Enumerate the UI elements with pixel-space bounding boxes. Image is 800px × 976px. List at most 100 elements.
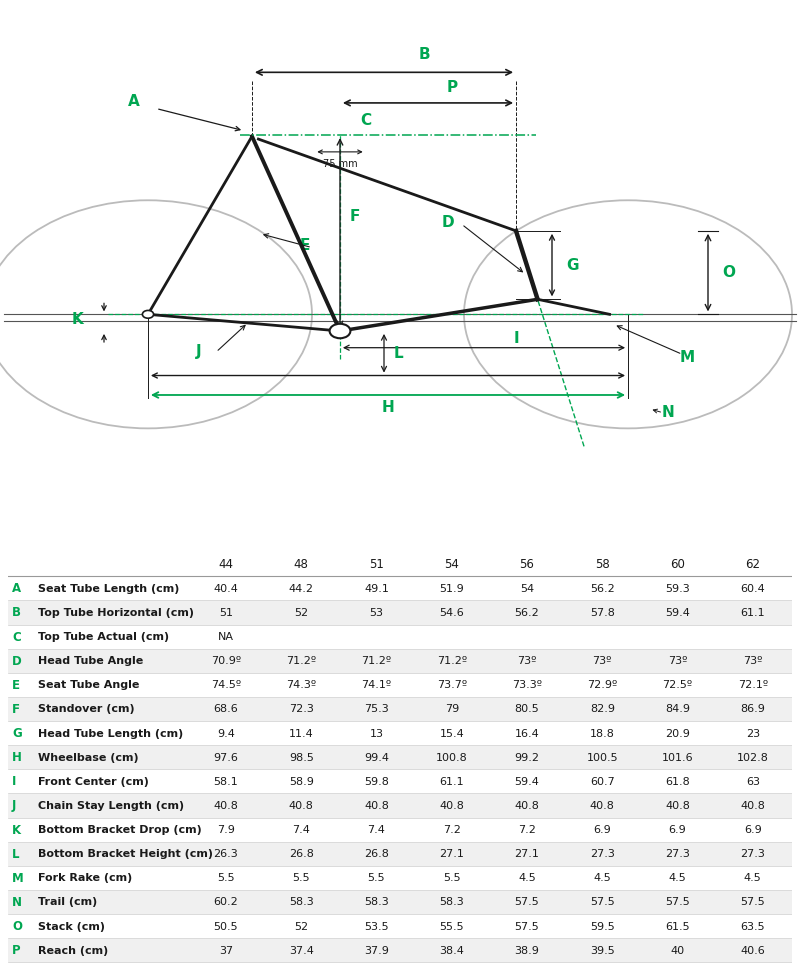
Text: I: I xyxy=(12,775,16,789)
Text: 102.8: 102.8 xyxy=(737,752,769,762)
Text: 6.9: 6.9 xyxy=(669,825,686,835)
Text: 5.5: 5.5 xyxy=(217,874,234,883)
Text: 4.5: 4.5 xyxy=(669,874,686,883)
Text: 70.9º: 70.9º xyxy=(211,656,241,667)
Text: 9.4: 9.4 xyxy=(217,728,235,739)
Text: 13: 13 xyxy=(370,728,383,739)
Text: 27.1: 27.1 xyxy=(514,849,539,859)
Text: H: H xyxy=(12,752,22,764)
Text: 59.4: 59.4 xyxy=(514,777,539,787)
Text: 63: 63 xyxy=(746,777,760,787)
Text: 44: 44 xyxy=(218,558,234,571)
Text: 74.5º: 74.5º xyxy=(211,680,241,690)
Text: F: F xyxy=(350,209,360,224)
Text: 7.4: 7.4 xyxy=(367,825,386,835)
Text: 26.3: 26.3 xyxy=(214,849,238,859)
Text: 15.4: 15.4 xyxy=(439,728,464,739)
Text: 40: 40 xyxy=(670,946,685,956)
Text: 60.7: 60.7 xyxy=(590,777,614,787)
Text: C: C xyxy=(12,630,21,643)
Text: 84.9: 84.9 xyxy=(665,705,690,714)
Text: 7.9: 7.9 xyxy=(217,825,235,835)
Text: Top Tube Horizontal (cm): Top Tube Horizontal (cm) xyxy=(38,608,194,618)
Text: 61.8: 61.8 xyxy=(665,777,690,787)
Text: 74.3º: 74.3º xyxy=(286,680,316,690)
Text: 27.3: 27.3 xyxy=(665,849,690,859)
Text: Chain Stay Length (cm): Chain Stay Length (cm) xyxy=(38,801,184,811)
Text: 5.5: 5.5 xyxy=(293,874,310,883)
Text: 60: 60 xyxy=(670,558,685,571)
Text: O: O xyxy=(12,920,22,933)
Text: 27.3: 27.3 xyxy=(590,849,614,859)
Text: D: D xyxy=(12,655,22,668)
Text: 40.8: 40.8 xyxy=(665,801,690,811)
Text: 61.5: 61.5 xyxy=(666,921,690,931)
Text: 27.3: 27.3 xyxy=(740,849,766,859)
Text: Bottom Bracket Drop (cm): Bottom Bracket Drop (cm) xyxy=(38,825,202,835)
Text: 40.8: 40.8 xyxy=(514,801,539,811)
Text: 100.8: 100.8 xyxy=(436,752,468,762)
Text: 101.6: 101.6 xyxy=(662,752,694,762)
Text: 40.8: 40.8 xyxy=(439,801,464,811)
Text: 38.4: 38.4 xyxy=(439,946,464,956)
Text: 73º: 73º xyxy=(593,656,612,667)
Text: 6.9: 6.9 xyxy=(594,825,611,835)
Text: 40.8: 40.8 xyxy=(364,801,389,811)
Text: A: A xyxy=(12,583,21,595)
Text: 4.5: 4.5 xyxy=(594,874,611,883)
Text: 62: 62 xyxy=(746,558,760,571)
FancyBboxPatch shape xyxy=(8,746,792,769)
Text: B: B xyxy=(12,606,21,620)
Text: 73.7º: 73.7º xyxy=(437,680,467,690)
Text: 58.9: 58.9 xyxy=(289,777,314,787)
Text: 54: 54 xyxy=(520,584,534,593)
Text: 16.4: 16.4 xyxy=(514,728,539,739)
Text: H: H xyxy=(382,400,394,415)
Text: 23: 23 xyxy=(746,728,760,739)
Text: 73º: 73º xyxy=(668,656,687,667)
Text: 40.4: 40.4 xyxy=(214,584,238,593)
Text: K: K xyxy=(72,312,84,327)
Text: 58.3: 58.3 xyxy=(289,897,314,908)
Text: J: J xyxy=(196,345,202,359)
Text: 37.4: 37.4 xyxy=(289,946,314,956)
Text: 57.5: 57.5 xyxy=(665,897,690,908)
Text: 44.2: 44.2 xyxy=(289,584,314,593)
Text: Top Tube Actual (cm): Top Tube Actual (cm) xyxy=(38,632,169,642)
Text: 58.3: 58.3 xyxy=(439,897,464,908)
Text: 5.5: 5.5 xyxy=(443,874,461,883)
Text: 75.3: 75.3 xyxy=(364,705,389,714)
Text: G: G xyxy=(566,258,579,272)
Text: 55.5: 55.5 xyxy=(439,921,464,931)
Text: 50.5: 50.5 xyxy=(214,921,238,931)
Text: 53: 53 xyxy=(370,608,383,618)
Text: 53.5: 53.5 xyxy=(364,921,389,931)
Text: 51.9: 51.9 xyxy=(439,584,464,593)
Text: 26.8: 26.8 xyxy=(364,849,389,859)
Text: 54.6: 54.6 xyxy=(439,608,464,618)
Text: L: L xyxy=(12,848,19,861)
Text: 59.3: 59.3 xyxy=(665,584,690,593)
Text: 11.4: 11.4 xyxy=(289,728,314,739)
Text: 74.1º: 74.1º xyxy=(362,680,391,690)
Text: P: P xyxy=(446,80,458,95)
Text: 71.2º: 71.2º xyxy=(286,656,316,667)
FancyBboxPatch shape xyxy=(8,842,792,866)
Text: 40.6: 40.6 xyxy=(741,946,765,956)
Text: E: E xyxy=(12,679,20,692)
Text: 37: 37 xyxy=(219,946,233,956)
Text: Seat Tube Angle: Seat Tube Angle xyxy=(38,680,139,690)
Text: 38.9: 38.9 xyxy=(514,946,539,956)
Text: 100.5: 100.5 xyxy=(586,752,618,762)
Text: N: N xyxy=(12,896,22,909)
Text: 72.9º: 72.9º xyxy=(587,680,618,690)
Text: 72.5º: 72.5º xyxy=(662,680,693,690)
Text: Bottom Bracket Height (cm): Bottom Bracket Height (cm) xyxy=(38,849,213,859)
Text: 40.8: 40.8 xyxy=(289,801,314,811)
Text: 40.8: 40.8 xyxy=(214,801,238,811)
Text: J: J xyxy=(12,799,16,812)
Circle shape xyxy=(142,310,154,318)
Text: Fork Rake (cm): Fork Rake (cm) xyxy=(38,874,132,883)
Text: 57.8: 57.8 xyxy=(590,608,614,618)
Text: 7.2: 7.2 xyxy=(518,825,536,835)
